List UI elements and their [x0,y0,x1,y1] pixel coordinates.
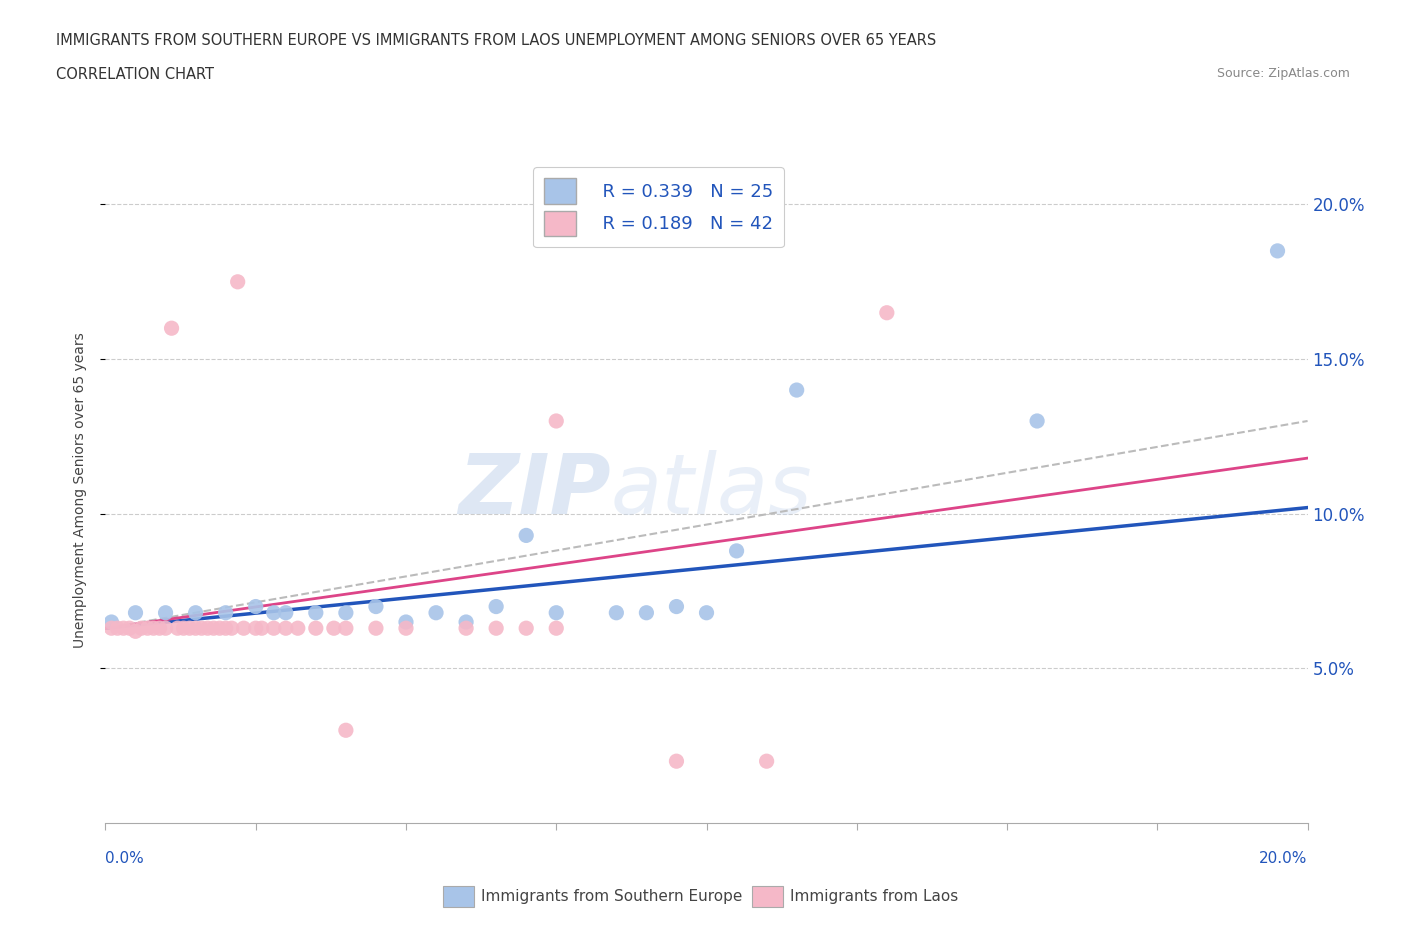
Point [335,605,357,620]
Point [546,414,568,429]
Point [142,620,165,635]
Text: IMMIGRANTS FROM SOUTHERN EUROPE VS IMMIGRANTS FROM LAOS UNEMPLOYMENT AMONG SENIO: IMMIGRANTS FROM SOUTHERN EUROPE VS IMMIG… [56,33,936,47]
Point [166,620,188,635]
Point [250,620,273,635]
Point [136,620,159,635]
Point [160,321,183,336]
Point [190,620,212,635]
Point [1267,244,1289,259]
Text: 0.0%: 0.0% [105,851,145,866]
Point [454,615,477,630]
Point [546,620,568,635]
Point [364,620,387,635]
Point [107,620,129,635]
Text: 20.0%: 20.0% [1260,851,1308,866]
Point [322,620,344,635]
Text: ZIP: ZIP [458,450,610,531]
Point [214,620,236,635]
Point [202,620,225,635]
Point [274,605,297,620]
Point [197,620,219,635]
Point [725,543,748,558]
Point [665,753,688,768]
Point [100,615,122,630]
Legend:   R = 0.339   N = 25,   R = 0.189   N = 42: R = 0.339 N = 25, R = 0.189 N = 42 [533,167,785,247]
Point [274,620,297,635]
Point [124,605,146,620]
Point [173,620,195,635]
Point [131,620,153,635]
Point [155,620,177,635]
Point [118,620,141,635]
Point [305,620,328,635]
Bar [443,886,474,907]
Text: Immigrants from Laos: Immigrants from Laos [790,889,959,904]
Point [184,620,207,635]
Point [245,599,267,614]
Point [184,605,207,620]
Point [696,605,718,620]
Text: Source: ZipAtlas.com: Source: ZipAtlas.com [1216,67,1350,80]
Point [232,620,254,635]
Point [515,620,537,635]
Y-axis label: Unemployment Among Seniors over 65 years: Unemployment Among Seniors over 65 years [73,333,87,648]
Point [1026,414,1049,429]
Point [364,599,387,614]
Point [226,274,249,289]
Point [214,605,236,620]
Point [305,605,328,620]
Point [485,599,508,614]
Point [395,620,418,635]
Point [335,620,357,635]
Text: Immigrants from Southern Europe: Immigrants from Southern Europe [481,889,742,904]
Point [263,605,285,620]
Point [755,753,778,768]
Point [263,620,285,635]
Point [786,382,808,397]
Point [112,620,135,635]
Point [605,605,627,620]
Text: atlas: atlas [610,450,813,531]
Text: CORRELATION CHART: CORRELATION CHART [56,67,214,82]
Point [287,620,309,635]
Point [335,723,357,737]
Point [148,620,170,635]
Point [485,620,508,635]
Bar [752,886,783,907]
Point [425,605,447,620]
Point [395,615,418,630]
Point [208,620,231,635]
Point [636,605,658,620]
Point [155,605,177,620]
Point [876,305,898,320]
Point [221,620,243,635]
Point [245,620,267,635]
Point [179,620,201,635]
Point [124,624,146,639]
Point [515,528,537,543]
Point [665,599,688,614]
Point [454,620,477,635]
Point [546,605,568,620]
Point [100,620,122,635]
